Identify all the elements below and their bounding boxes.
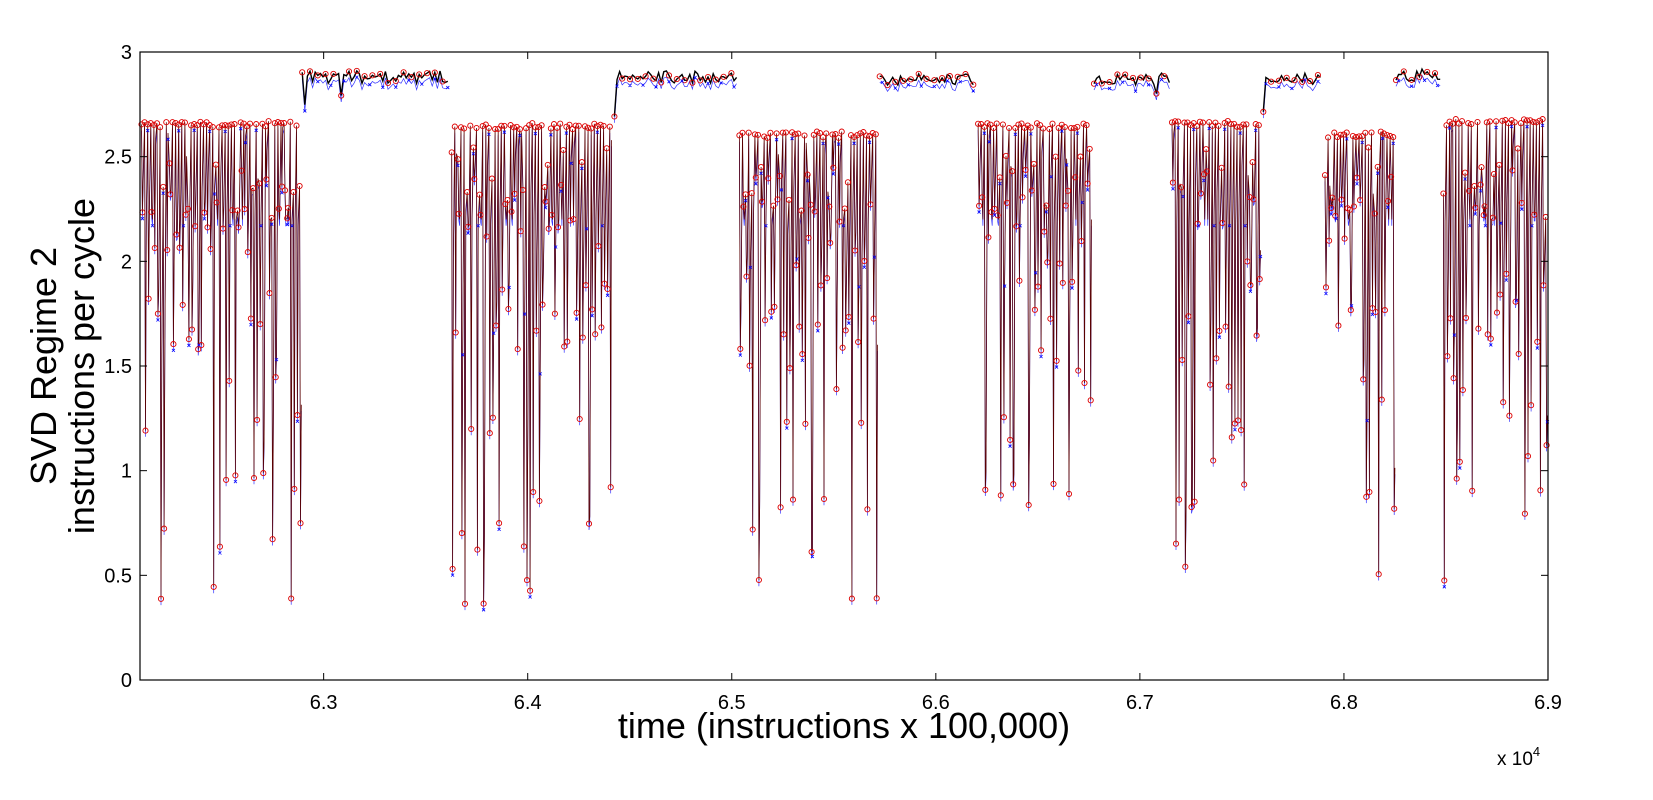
y-tick-label: 0.5	[104, 565, 132, 587]
series-red-markers	[611, 70, 735, 120]
data-segment	[448, 120, 614, 612]
series-blue-markers	[977, 129, 1090, 448]
series-blue-markers	[1094, 77, 1164, 94]
series-blue-markers	[1324, 136, 1396, 423]
y-tick-label: 1	[121, 461, 132, 483]
series-blue-markers	[615, 75, 736, 89]
x-tick-label: 6.6	[922, 692, 950, 714]
series-blue-markers	[1396, 78, 1440, 88]
y-tick-label: 0	[121, 670, 132, 692]
series-red-markers	[1392, 68, 1439, 84]
series-blue-line	[1395, 74, 1441, 89]
y-tick-label: 2.5	[104, 147, 132, 169]
series-red-markers	[138, 118, 304, 602]
series-red-line	[1324, 131, 1396, 575]
series-red-line	[451, 123, 612, 604]
series-red-line	[739, 131, 878, 599]
series-red-line	[1262, 71, 1321, 112]
series-red-markers	[1090, 71, 1168, 97]
series-red-markers	[299, 67, 446, 99]
series-red-markers	[1321, 128, 1398, 578]
series-red-line	[1171, 121, 1261, 567]
x-axis-title: time (instructions x 100,000)	[618, 705, 1070, 746]
y-tick-label: 1.5	[104, 356, 132, 378]
series-blue-line	[1093, 78, 1170, 100]
series-red-markers	[448, 120, 614, 607]
x-axis-exponent-power: 4	[1533, 744, 1540, 759]
series-red-markers	[1440, 116, 1550, 584]
y-axis-title-line1: SVD Regime 2	[23, 247, 64, 485]
data-segment	[876, 70, 977, 93]
series-blue-markers	[140, 126, 300, 555]
plot-data-series	[138, 67, 1550, 612]
series-red-markers	[736, 128, 880, 602]
y-axis-title-line2: instructions per cycle	[61, 198, 102, 534]
x-axis-exponent: x 104	[1497, 744, 1540, 770]
data-segment	[1260, 71, 1321, 119]
data-segment	[1321, 128, 1398, 581]
series-blue-line	[614, 76, 737, 123]
data-segment	[1392, 67, 1441, 89]
x-axis-exponent-base: x 10	[1497, 749, 1533, 770]
data-segment	[1090, 71, 1171, 100]
data-segment	[736, 128, 880, 605]
x-tick-label: 6.8	[1330, 692, 1358, 714]
x-tick-label: 6.9	[1534, 692, 1562, 714]
series-blue-markers	[880, 79, 976, 93]
plot-frame	[139, 51, 1549, 681]
series-red-line	[879, 72, 974, 87]
series-red-markers	[1168, 118, 1263, 570]
y-tick-label: 2	[121, 251, 132, 273]
data-segment	[1168, 118, 1263, 574]
series-blue-markers	[303, 75, 450, 113]
data-segment	[1440, 116, 1550, 589]
series-red-markers	[1260, 72, 1321, 115]
x-tick-label: 6.4	[514, 692, 542, 714]
series-blue-markers	[450, 130, 610, 612]
series-red-markers	[876, 70, 977, 89]
series-blue-line	[451, 129, 612, 611]
series-blue-markers	[1264, 77, 1320, 91]
series-blue-markers	[1171, 126, 1263, 432]
x-tick-label: 6.5	[718, 692, 746, 714]
data-segment	[975, 120, 1094, 512]
series-red-line	[1443, 119, 1548, 581]
data-segment	[299, 67, 450, 113]
x-tick-label: 6.7	[1126, 692, 1154, 714]
series-red-markers	[975, 120, 1094, 508]
series-blue-line	[879, 79, 974, 93]
data-segment	[611, 69, 738, 123]
series-blue-line	[301, 76, 448, 112]
series-red-line	[977, 123, 1092, 506]
series-blue-markers	[738, 136, 877, 559]
series-red-line	[141, 121, 302, 599]
y-tick-label: 3	[121, 42, 132, 64]
x-tick-label: 6.3	[310, 692, 338, 714]
axis-ticks: 6.3 6.4 6.5 6.6 6.7 6.8 6.9 0 0.5 1 1.5 2 2.5 3	[104, 42, 1562, 714]
series-blue-markers	[1442, 123, 1550, 589]
data-segment	[138, 118, 304, 606]
series-blue-line	[1262, 78, 1321, 119]
